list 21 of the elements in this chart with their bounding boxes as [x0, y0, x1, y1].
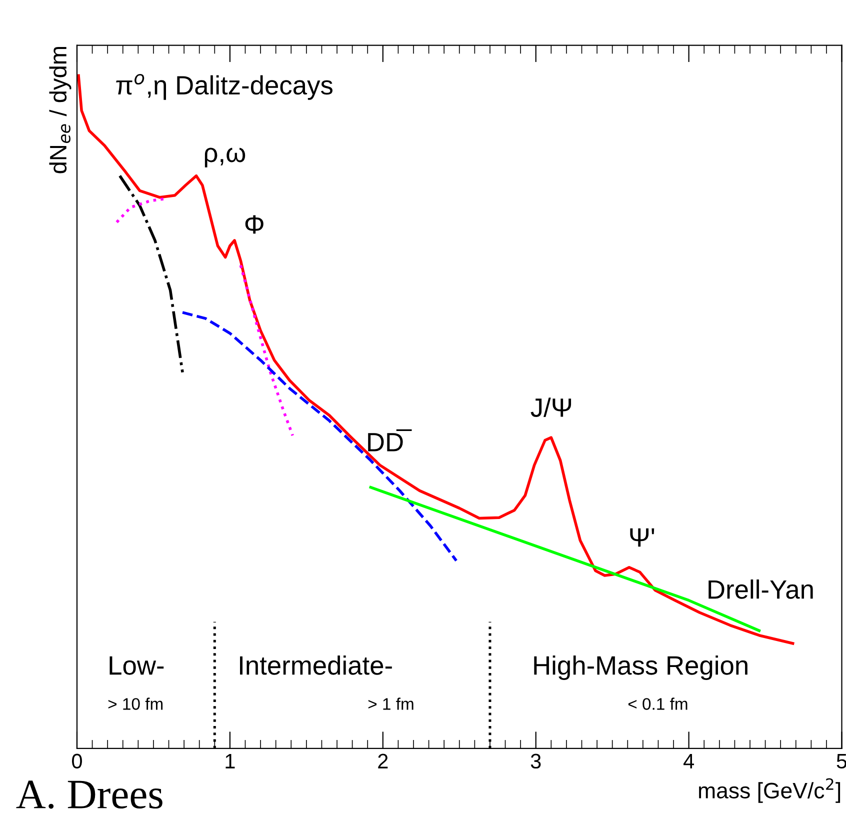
annotation: Φ [245, 215, 264, 234]
annotation: J/Ψ [530, 398, 572, 417]
annotation: Low- [110, 656, 164, 675]
annotation: Intermediate- [240, 655, 392, 675]
annotation: Drell-Yan [708, 579, 813, 599]
annotation: π$^{o}$,η Dalitz-decays [116, 74, 332, 100]
x-tick-label: 3 [530, 754, 541, 769]
annotation: High-Mass Region [534, 655, 748, 680]
text: A. Drees [16, 780, 162, 809]
annotation: DD̅ [368, 429, 412, 452]
annotation: Ψ' [630, 528, 654, 547]
x-tick-label: 1 [226, 754, 235, 768]
x-tick-label: 4 [684, 754, 694, 768]
annotation: ρ,ω [204, 148, 246, 168]
annotation: > 10 fm [108, 698, 163, 710]
annotation: > 1 fm [368, 698, 414, 710]
x-tick-label: 2 [378, 754, 388, 768]
x-axis-title: mass [GeV/c$^{2}$] [699, 778, 840, 803]
x-tick-label: 0 [72, 754, 82, 769]
annotation: < 0.1 fm [628, 698, 688, 710]
y-axis-title: dN$_{ee}$ / dydm [49, 46, 72, 174]
